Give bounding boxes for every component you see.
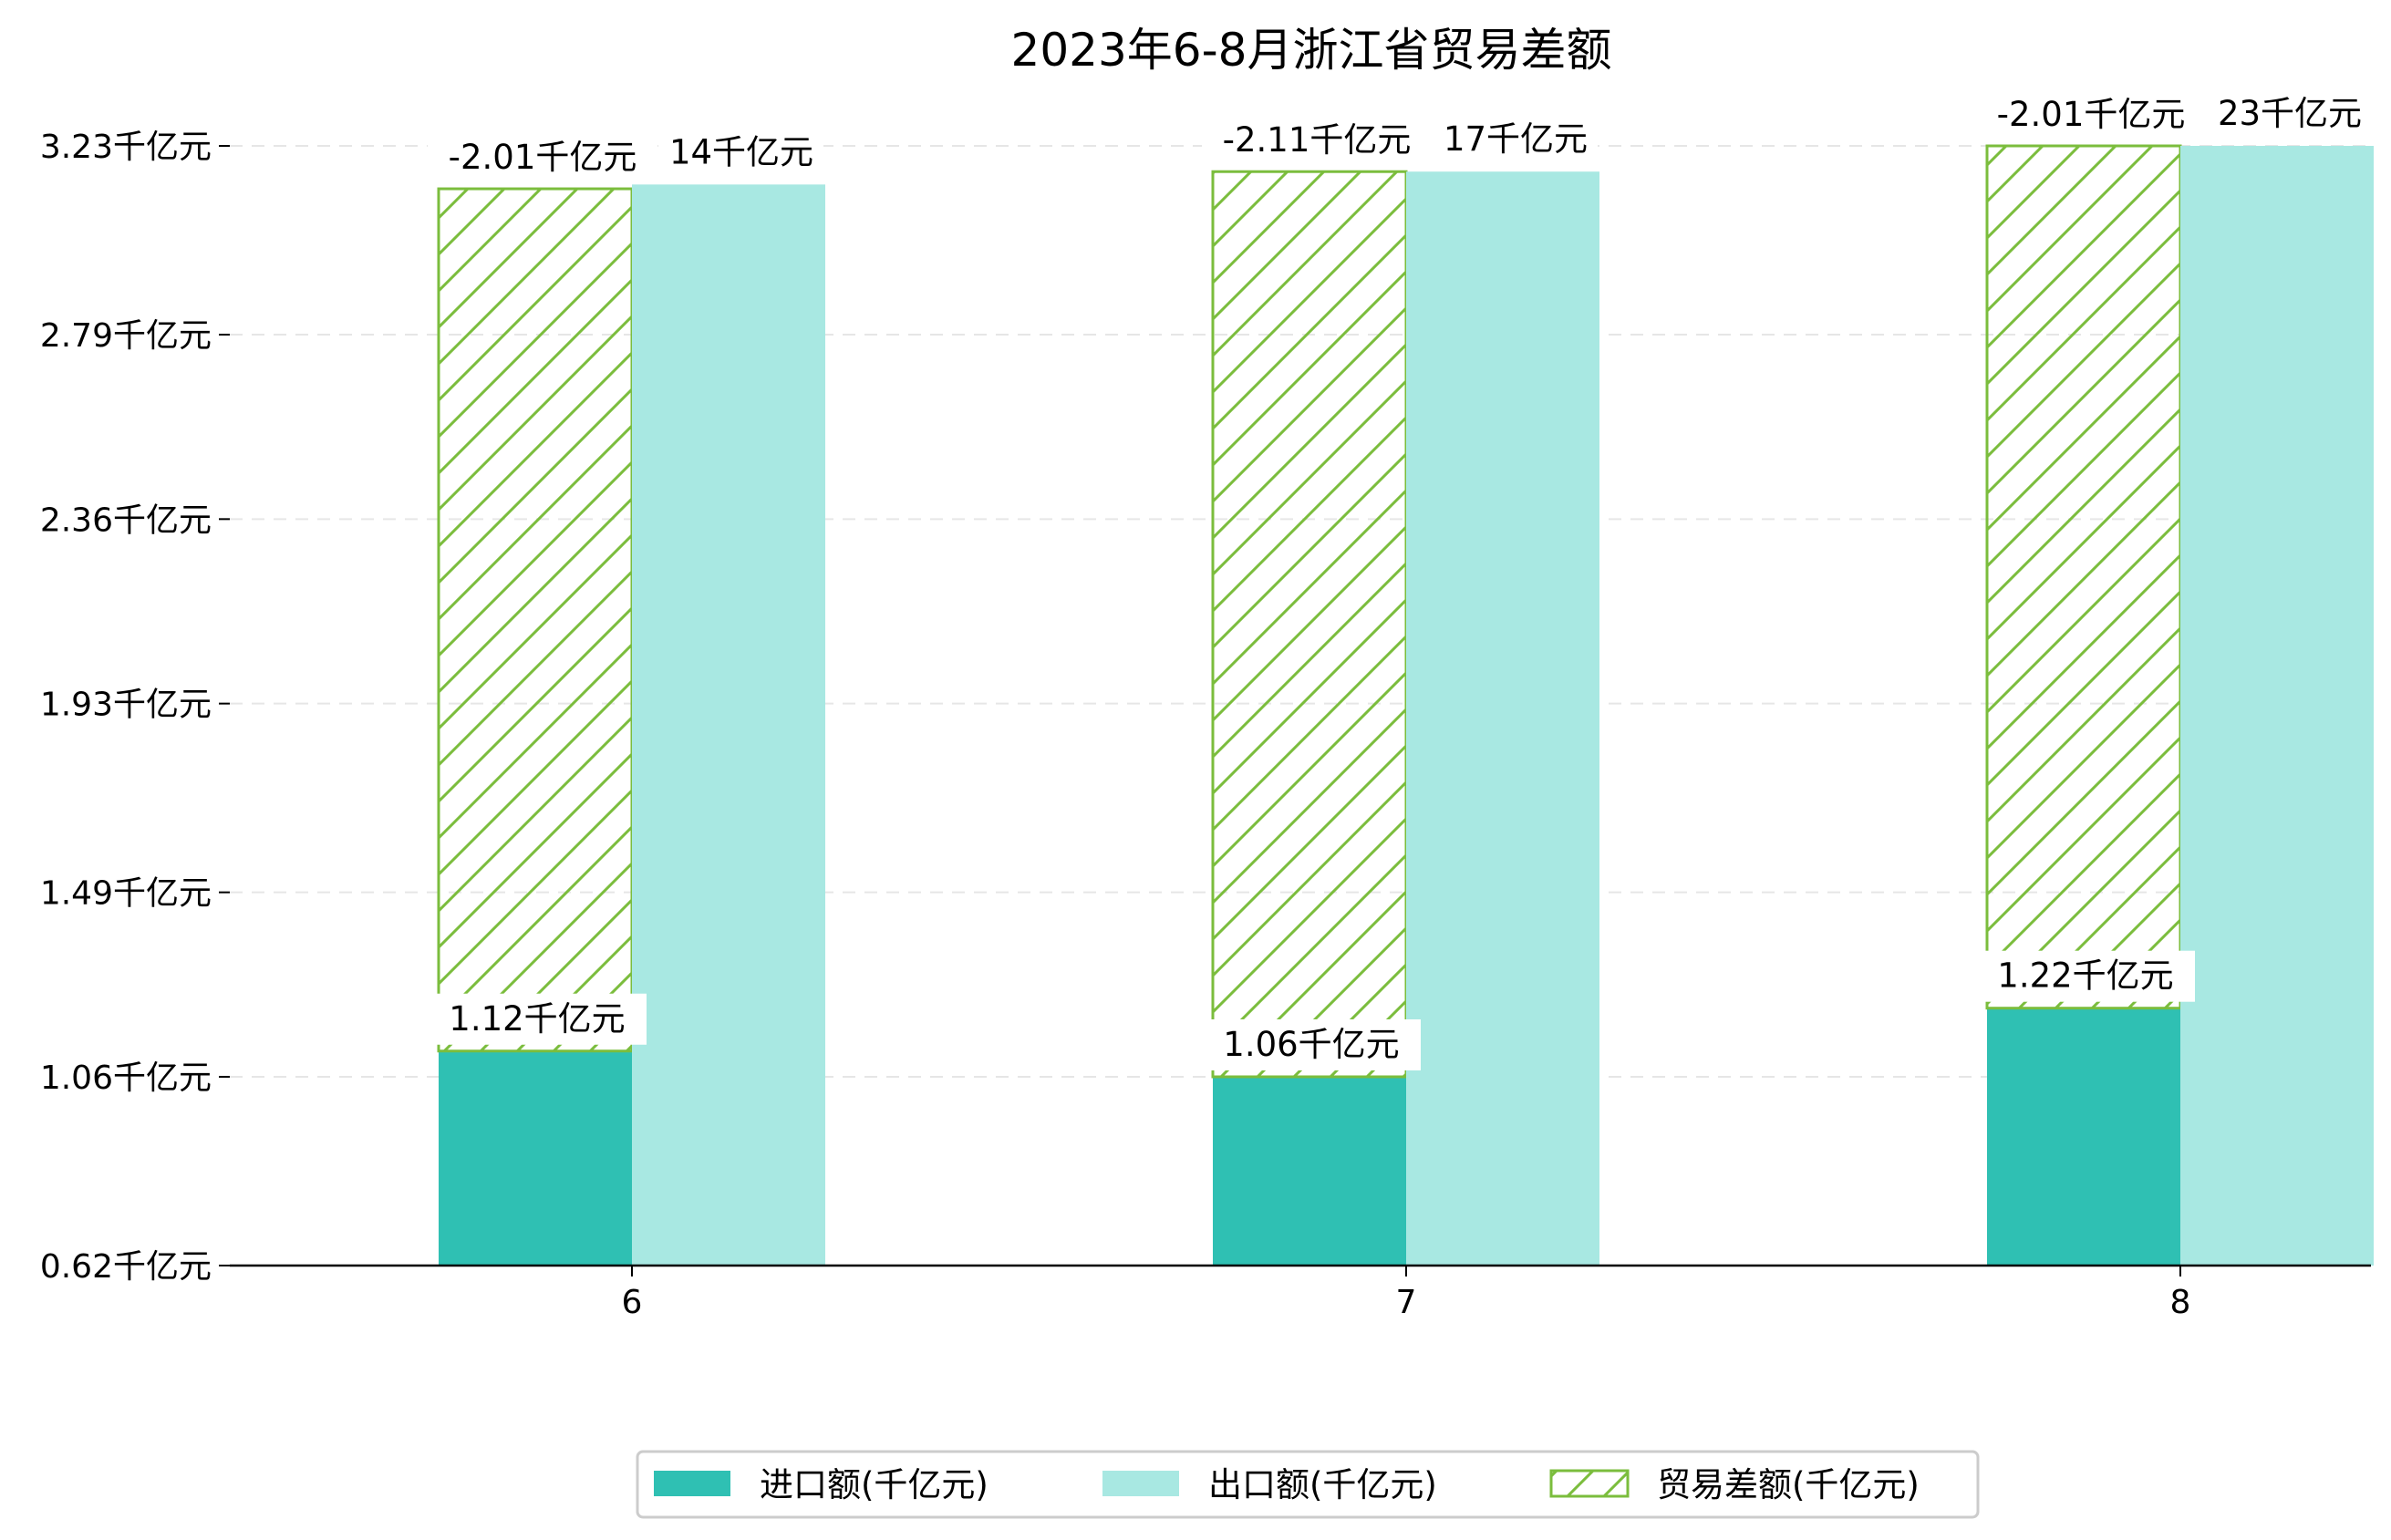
legend-label: 出口额(千亿元) — [1208, 1465, 1437, 1504]
import-bar — [1213, 1076, 1406, 1266]
export-value-label-bg — [1434, 114, 1598, 166]
trade-balance-value-label-bg — [1976, 89, 2206, 140]
trade-balance-bar — [437, 187, 634, 1053]
import-value-label: 1.12千亿元 — [449, 999, 625, 1039]
import-bar — [1987, 1008, 2180, 1266]
chart-title: 2023年6-8月浙江省贸易差额 — [1011, 24, 1612, 77]
legend-swatch-import — [654, 1471, 730, 1496]
y-tick-label: 1.49千亿元 — [40, 875, 212, 913]
y-tick-label: 2.36千亿元 — [40, 501, 212, 539]
y-tick-label: 3.23千亿元 — [40, 129, 212, 166]
import-value-label: 1.06千亿元 — [1223, 1025, 1399, 1064]
legend-box — [636, 1450, 1980, 1519]
import-value-label-bg — [1202, 1018, 1421, 1070]
export-value-label: 23千亿元 — [2218, 94, 2362, 133]
import-value-label-bg — [428, 993, 647, 1045]
trade-balance-value-label: -2.01千亿元 — [1997, 95, 2186, 134]
trade-balance-value-label-bg — [1202, 115, 1432, 167]
import-bar — [439, 1050, 632, 1266]
legend-swatch-export — [1102, 1471, 1179, 1496]
legend: 进口额(千亿元) 出口额(千亿元) 贸易差额(千亿元) — [636, 1450, 1980, 1519]
import-value-label: 1.22千亿元 — [1997, 956, 2173, 996]
export-value-label: 14千亿元 — [669, 132, 813, 171]
trade-balance-bar — [1985, 144, 2182, 1010]
y-tick-label: 1.06千亿元 — [40, 1059, 212, 1097]
y-tick-label: 2.79千亿元 — [40, 317, 212, 355]
export-value-label-bg — [659, 127, 823, 179]
x-tick-label: 6 — [622, 1284, 643, 1321]
x-tick-label: 8 — [2170, 1284, 2191, 1321]
import-value-label-bg — [1976, 950, 2195, 1002]
y-tick-label: 0.62千亿元 — [40, 1248, 212, 1286]
data-labels: 1.12千亿元 -2.01千亿元 14千亿元 1.06千亿元 -2.11千亿元 17千亿元… — [428, 88, 2372, 1070]
trade-balance-bar — [1211, 170, 1408, 1079]
legend-label: 贸易差额(千亿元) — [1657, 1465, 1920, 1504]
legend-label: 进口额(千亿元) — [760, 1465, 988, 1504]
export-value-label-bg — [2208, 88, 2372, 140]
trade-balance-value-label: -2.11千亿元 — [1223, 120, 1412, 160]
export-value-label: 17千亿元 — [1444, 119, 1588, 159]
bars — [437, 144, 2374, 1266]
trade-balance-value-label-bg — [428, 132, 657, 184]
export-bar — [1406, 171, 1599, 1266]
export-bar — [632, 184, 825, 1266]
x-tick-label: 7 — [1396, 1284, 1417, 1321]
y-tick-label: 1.93千亿元 — [40, 687, 212, 724]
export-bar — [2180, 146, 2374, 1266]
axes: 0.62千亿元 1.06千亿元 1.49千亿元 1.93千亿元 2.36千亿元 2.79千… — [40, 129, 2371, 1321]
trade-balance-value-label: -2.01千亿元 — [449, 138, 637, 177]
legend-swatch-trade-balance — [1549, 1469, 1630, 1498]
